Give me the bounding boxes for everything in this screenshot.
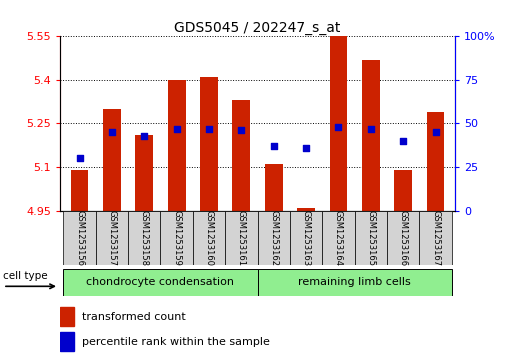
Text: GSM1253163: GSM1253163 <box>302 210 311 266</box>
Point <box>75 155 84 161</box>
Point <box>367 126 375 131</box>
Bar <box>355 211 387 265</box>
Text: chondrocyte condensation: chondrocyte condensation <box>86 277 234 287</box>
Point <box>205 126 213 131</box>
Bar <box>387 211 419 265</box>
Point <box>399 138 407 144</box>
Bar <box>290 211 322 265</box>
Text: transformed count: transformed count <box>82 311 186 322</box>
Text: GSM1253161: GSM1253161 <box>237 210 246 266</box>
Bar <box>71 170 88 211</box>
Bar <box>135 135 153 211</box>
Bar <box>60 307 74 326</box>
Text: GSM1253160: GSM1253160 <box>204 210 213 266</box>
Text: cell type: cell type <box>3 271 48 281</box>
Text: percentile rank within the sample: percentile rank within the sample <box>82 337 270 347</box>
Point <box>108 129 116 135</box>
Bar <box>63 269 258 296</box>
Bar <box>128 211 161 265</box>
Point <box>302 145 310 151</box>
Bar <box>265 164 282 211</box>
Bar <box>193 211 225 265</box>
Point <box>173 126 181 131</box>
Text: GSM1253156: GSM1253156 <box>75 210 84 266</box>
Bar <box>419 211 452 265</box>
Bar <box>103 109 121 211</box>
Bar <box>362 60 380 211</box>
Point <box>334 124 343 130</box>
Text: remaining limb cells: remaining limb cells <box>298 277 411 287</box>
Text: GSM1253159: GSM1253159 <box>172 210 181 266</box>
Text: GSM1253166: GSM1253166 <box>399 210 408 266</box>
Bar <box>161 211 193 265</box>
Text: GSM1253164: GSM1253164 <box>334 210 343 266</box>
Bar <box>427 112 445 211</box>
Point <box>140 133 149 139</box>
Bar <box>60 333 74 351</box>
Bar <box>96 211 128 265</box>
Bar <box>168 80 186 211</box>
Bar <box>200 77 218 211</box>
Text: GSM1253167: GSM1253167 <box>431 210 440 266</box>
Bar <box>225 211 258 265</box>
Bar <box>394 170 412 211</box>
Point <box>237 127 246 133</box>
Text: GSM1253157: GSM1253157 <box>107 210 117 266</box>
Bar <box>297 208 315 211</box>
Bar <box>329 36 347 211</box>
Text: GSM1253162: GSM1253162 <box>269 210 278 266</box>
Point <box>431 129 440 135</box>
Bar <box>63 211 96 265</box>
Bar <box>233 100 251 211</box>
Bar <box>257 269 452 296</box>
Bar <box>322 211 355 265</box>
Text: GSM1253158: GSM1253158 <box>140 210 149 266</box>
Bar <box>257 211 290 265</box>
Title: GDS5045 / 202247_s_at: GDS5045 / 202247_s_at <box>174 21 341 35</box>
Text: GSM1253165: GSM1253165 <box>366 210 376 266</box>
Point <box>269 143 278 149</box>
